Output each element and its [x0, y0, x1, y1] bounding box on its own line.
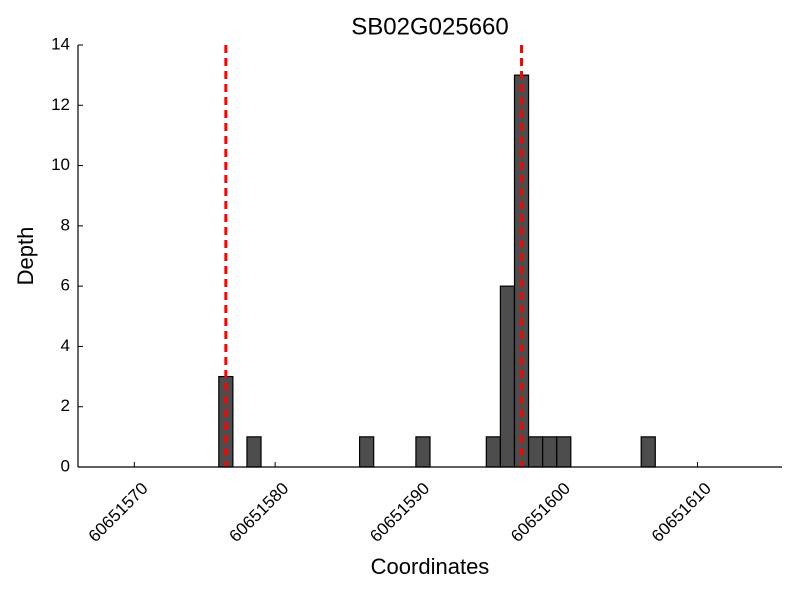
y-tick-label: 6 — [61, 276, 70, 295]
bar — [640, 436, 656, 468]
y-tick-label: 4 — [61, 336, 70, 355]
x-tick-label: 60651570 — [85, 479, 152, 546]
y-tick-label: 0 — [61, 456, 70, 475]
y-tick-label: 14 — [51, 34, 70, 53]
x-tick-label: 60651580 — [226, 479, 293, 546]
chart-title: SB02G025660 — [351, 13, 508, 40]
y-tick-label: 2 — [61, 396, 70, 415]
x-tick-label: 60651600 — [507, 479, 574, 546]
y-axis-label: Depth — [13, 227, 38, 286]
bar — [499, 285, 516, 468]
x-axis-label: Coordinates — [371, 554, 490, 579]
y-tick-label: 10 — [51, 155, 70, 174]
y-tick-label: 12 — [51, 95, 70, 114]
bar — [527, 436, 544, 468]
bar — [485, 436, 502, 468]
y-tick-label: 8 — [61, 215, 70, 234]
bar — [359, 436, 375, 468]
bar — [246, 436, 262, 468]
x-tick-label: 60651590 — [366, 479, 433, 546]
x-tick-label: 60651610 — [648, 479, 715, 546]
bar — [415, 436, 431, 468]
bar — [556, 436, 572, 468]
bar — [542, 436, 558, 468]
